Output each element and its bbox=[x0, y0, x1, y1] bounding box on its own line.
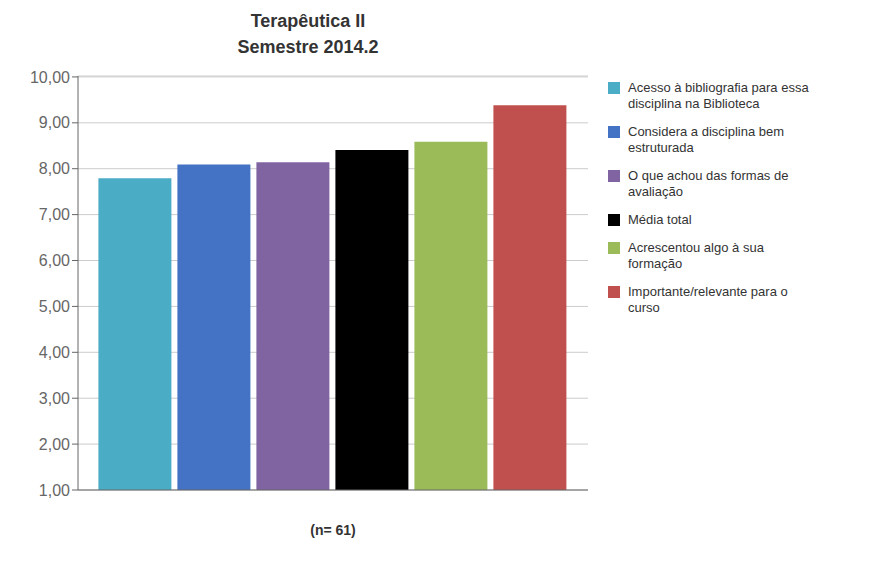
svg-text:10,00: 10,00 bbox=[30, 69, 70, 86]
svg-text:1,00: 1,00 bbox=[39, 482, 70, 499]
svg-text:3,00: 3,00 bbox=[39, 390, 70, 407]
html-text:Semestre 2014.2: Semestre 2014.2 bbox=[237, 37, 379, 57]
html-text:O que achou das formas de aval: O que achou das formas de avaliação bbox=[628, 168, 789, 199]
svg-text:5,00: 5,00 bbox=[39, 298, 70, 315]
svg-text:8,00: 8,00 bbox=[39, 160, 70, 177]
svg-text:7,00: 7,00 bbox=[39, 206, 70, 223]
svg-text:4,00: 4,00 bbox=[39, 344, 70, 361]
svg-text:2,00: 2,00 bbox=[39, 436, 70, 453]
html-text:Acesso à bibliografia para ess: Acesso à bibliografia para essa discipli… bbox=[628, 80, 809, 111]
svg-text:(n= 61): (n= 61) bbox=[310, 522, 356, 538]
svg-text:6,00: 6,00 bbox=[39, 252, 70, 269]
html-text:Importante/relevante para o cu: Importante/relevante para o curso bbox=[628, 284, 788, 315]
svg-text:9,00: 9,00 bbox=[39, 114, 70, 131]
html-text:Terapêutica II: Terapêutica II bbox=[250, 11, 366, 31]
html-text:Acrescentou algo à sua formaçã: Acrescentou algo à sua formação bbox=[628, 240, 764, 271]
html-text:Considera a disciplina bem est: Considera a disciplina bem estruturada bbox=[628, 124, 785, 155]
html-text:Média total: Média total bbox=[628, 212, 692, 227]
